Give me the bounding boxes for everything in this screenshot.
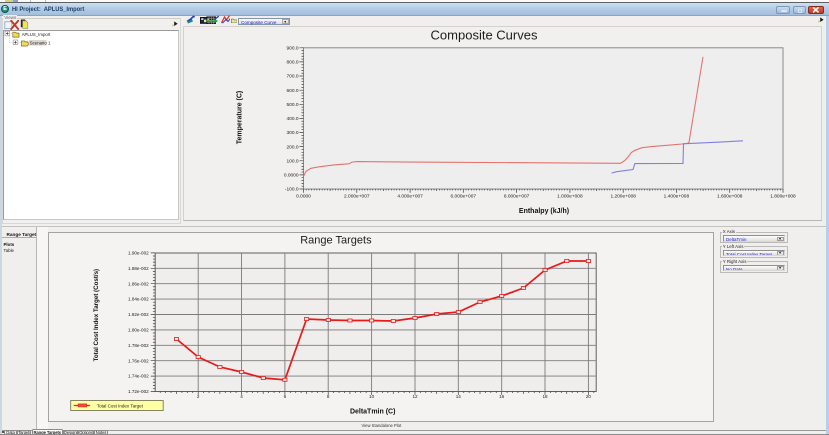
svg-text:100.0: 100.0 <box>286 158 298 164</box>
svg-text:DeltaTmin (C): DeltaTmin (C) <box>350 409 396 416</box>
svg-text:1.78e-002: 1.78e-002 <box>128 343 149 348</box>
svg-text:1.90e-002: 1.90e-002 <box>128 251 149 256</box>
svg-text:1.88e-002: 1.88e-002 <box>128 266 149 271</box>
svg-text:1.200e+008: 1.200e+008 <box>610 193 636 199</box>
svg-text:1.80e-002: 1.80e-002 <box>128 328 149 333</box>
svg-text:1.82e-002: 1.82e-002 <box>128 312 149 317</box>
svg-text:300.0: 300.0 <box>286 130 298 136</box>
svg-text:1.400e+008: 1.400e+008 <box>664 193 690 199</box>
svg-text:20: 20 <box>586 394 592 399</box>
svg-text:700.0: 700.0 <box>286 73 298 79</box>
svg-text:4.000e+007: 4.000e+007 <box>397 193 423 199</box>
svg-text:Scenario 1: Scenario 1 <box>29 40 50 45</box>
svg-text:1.72e-002: 1.72e-002 <box>128 389 149 394</box>
svg-text:10: 10 <box>369 394 375 399</box>
svg-text:400.0: 400.0 <box>286 116 298 122</box>
svg-text:0.0000: 0.0000 <box>284 172 299 178</box>
svg-text:18: 18 <box>542 394 548 399</box>
svg-text:1.84e-002: 1.84e-002 <box>128 297 149 302</box>
svg-text:14: 14 <box>456 394 462 399</box>
svg-text:1.600e+008: 1.600e+008 <box>717 193 743 199</box>
svg-text:1.000e+008: 1.000e+008 <box>557 193 583 199</box>
svg-text:-100.0: -100.0 <box>285 186 299 192</box>
svg-text:APLUS_Import: APLUS_Import <box>21 32 50 37</box>
svg-text:Composite Curves: Composite Curves <box>431 27 538 42</box>
svg-text:Temperature (C): Temperature (C) <box>237 90 244 144</box>
svg-text:Total Cost Index Target: Total Cost Index Target <box>97 403 144 408</box>
svg-text:6.000e+007: 6.000e+007 <box>451 193 477 199</box>
svg-text:2: 2 <box>197 394 200 399</box>
svg-text:Enthalpy (kJ/h): Enthalpy (kJ/h) <box>519 208 569 215</box>
svg-text:4: 4 <box>240 394 243 399</box>
svg-text:8.000e+007: 8.000e+007 <box>504 193 530 199</box>
svg-text:6: 6 <box>283 394 286 399</box>
svg-text:1.86e-002: 1.86e-002 <box>128 281 149 286</box>
svg-text:1.76e-002: 1.76e-002 <box>128 358 149 363</box>
svg-text:200.0: 200.0 <box>286 144 298 150</box>
svg-text:600.0: 600.0 <box>286 88 298 94</box>
svg-text:Range Targets: Range Targets <box>300 235 372 247</box>
svg-text:800.0: 800.0 <box>286 59 298 65</box>
svg-text:8: 8 <box>327 394 330 399</box>
svg-text:2.000e+007: 2.000e+007 <box>344 193 370 199</box>
svg-text:Total Cost Index Target (Cost/: Total Cost Index Target (Cost/s) <box>93 269 100 362</box>
svg-text:1.800e+008: 1.800e+008 <box>770 193 796 199</box>
svg-text:900.0: 900.0 <box>286 45 298 51</box>
svg-text:0.0000: 0.0000 <box>296 193 311 199</box>
svg-text:16: 16 <box>499 394 505 399</box>
svg-text:12: 12 <box>412 394 418 399</box>
svg-text:1.74e-002: 1.74e-002 <box>128 374 149 379</box>
svg-text:500.0: 500.0 <box>286 102 298 108</box>
